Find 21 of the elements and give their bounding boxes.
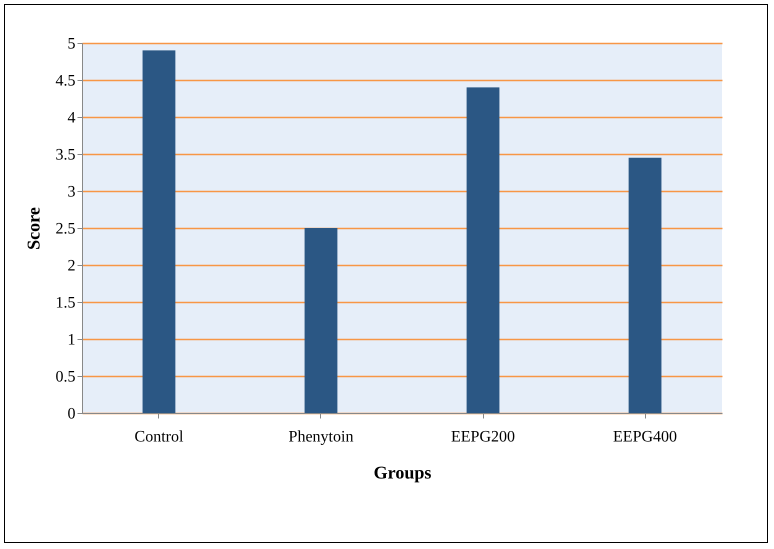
y-tick-label: 2.5 — [56, 220, 76, 238]
y-tick-label: 3.5 — [56, 146, 76, 164]
y-tick-label: 0.5 — [56, 368, 76, 386]
y-tick-label: 1 — [68, 332, 76, 348]
y-tick-label: 5 — [68, 36, 76, 52]
y-tick-label: 0 — [68, 406, 76, 422]
x-tick-label: Control — [134, 428, 184, 446]
y-tick-label: 3 — [68, 184, 76, 200]
bar — [628, 158, 662, 413]
x-axis-title: Groups — [374, 462, 432, 482]
y-tick-label: 2 — [68, 258, 76, 274]
y-tick-label: 4.5 — [56, 72, 76, 90]
x-tick-label: Phenytoin — [288, 428, 354, 446]
bar — [142, 50, 176, 413]
bar — [304, 228, 338, 413]
y-axis-title: Score — [24, 207, 44, 250]
x-tick-label: EEPG200 — [451, 428, 516, 446]
bar — [466, 87, 500, 413]
y-tick-label: 1.5 — [56, 294, 76, 312]
y-tick-label: 4 — [68, 110, 76, 126]
x-tick-label: EEPG400 — [613, 428, 678, 446]
